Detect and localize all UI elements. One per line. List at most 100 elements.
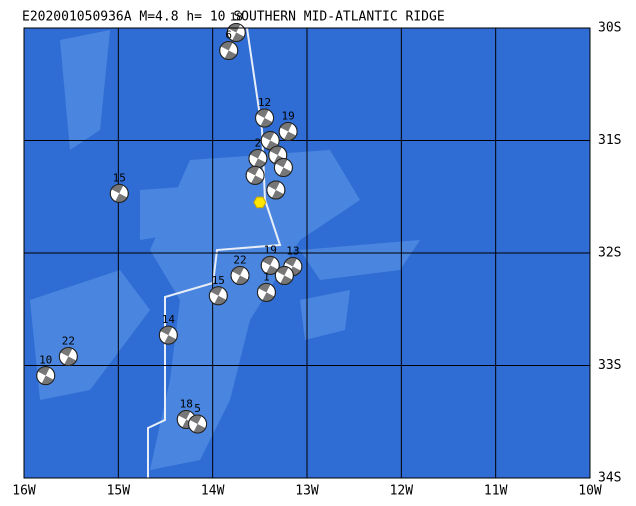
beachball-quadrant — [284, 131, 297, 141]
beachball-quadrant — [284, 257, 297, 267]
epicenter — [253, 196, 267, 209]
beachball-quadrant — [266, 265, 279, 275]
event-label: 18 — [180, 398, 193, 411]
beachball-quadrant — [280, 122, 293, 132]
event-label: 22 — [62, 335, 75, 348]
beachball-quadrant — [193, 424, 206, 434]
lon-tick-label: 15W — [107, 484, 131, 499]
beachball — [273, 158, 293, 177]
beachball-quadrant — [160, 326, 173, 336]
lon-tick-label: 13W — [295, 484, 319, 499]
beachball-quadrant — [262, 292, 275, 302]
beachball-outline — [245, 165, 265, 185]
beachball-outline — [219, 41, 239, 60]
beachball-quadrant — [247, 166, 260, 176]
map-title: E202001050936A M=4.8 h= 10 SOUTHERN MID-… — [22, 10, 445, 25]
beachball — [260, 255, 280, 275]
beachball-quadrant — [280, 275, 293, 285]
beachball-quadrant — [189, 415, 202, 424]
beachball-quadrant — [37, 366, 50, 376]
beachball-quadrant — [220, 41, 233, 51]
beachball — [188, 414, 208, 434]
beachball — [256, 282, 276, 302]
beachball-quadrant — [41, 375, 54, 385]
beachball-outline — [274, 266, 294, 285]
beachball-outline — [188, 414, 208, 434]
beachball-quadrant — [224, 50, 237, 60]
beachball — [278, 122, 298, 141]
lat-tick-label: 33S — [598, 358, 621, 373]
event-label: 14 — [162, 313, 176, 326]
beachball-quadrant — [178, 410, 191, 420]
beachball-quadrant — [232, 266, 245, 276]
beachball — [255, 108, 275, 128]
event-label: 19 — [282, 110, 295, 123]
event-label: 19 — [264, 243, 277, 256]
beachball — [245, 165, 265, 185]
lat-tick-label: 34S — [598, 471, 621, 486]
beachball — [266, 180, 286, 200]
lon-tick-label: 11W — [484, 484, 508, 499]
beachball-quadrant — [249, 149, 263, 159]
beachball-outline — [278, 122, 298, 141]
beachball-outline — [260, 255, 280, 275]
beachball — [219, 41, 239, 60]
event-label: 22 — [233, 254, 246, 267]
beachball-outline — [226, 23, 246, 42]
lon-tick-label: 16W — [12, 484, 36, 499]
beachball-quadrant — [210, 286, 223, 296]
map-frame — [23, 27, 591, 479]
beachball-quadrant — [111, 184, 124, 194]
beachball — [208, 286, 228, 306]
event-label: 6 — [225, 29, 232, 42]
beachball-outline — [266, 180, 286, 200]
event-label: 5 — [194, 402, 201, 415]
event-label: 2 — [255, 137, 262, 150]
beachball — [230, 266, 250, 285]
beachball-quadrant — [60, 347, 73, 357]
beachball-outline — [208, 286, 228, 306]
beachball — [109, 183, 129, 203]
event-label: 10 — [39, 354, 52, 367]
beachball-outline — [273, 158, 293, 177]
beachball-quadrant — [253, 158, 266, 168]
event-label: 13 — [286, 245, 299, 258]
beachball-quadrant — [262, 131, 275, 141]
beachball-quadrant — [271, 190, 284, 199]
beachball-quadrant — [232, 32, 245, 42]
beachball — [36, 366, 56, 386]
beachball-quadrant — [235, 275, 249, 285]
beachball — [248, 149, 268, 168]
beachball-quadrant — [262, 256, 275, 266]
beachball-outline — [36, 366, 56, 386]
event-label: 18 — [230, 11, 243, 24]
beachball-quadrant — [276, 266, 289, 276]
event-label: 15 — [113, 171, 126, 184]
beachball-quadrant — [214, 295, 227, 305]
beachball-quadrant — [275, 158, 288, 168]
lon-tick-label: 14W — [201, 484, 225, 499]
beachball-outline — [230, 266, 250, 285]
beachball — [274, 266, 294, 285]
event-label: 12 — [258, 96, 271, 109]
beachball-quadrant — [115, 193, 128, 203]
beachball-quadrant — [256, 109, 269, 118]
event-label: 15 — [212, 274, 225, 287]
beachball-outline — [109, 183, 129, 203]
beachball-quadrant — [269, 146, 282, 156]
beachball-quadrant — [164, 335, 177, 345]
lat-tick-label: 32S — [598, 246, 621, 261]
beachball — [58, 347, 78, 366]
beachball-quadrant — [258, 283, 271, 293]
beachball-outline — [158, 325, 178, 345]
beachball-quadrant — [267, 181, 280, 190]
lat-tick-label: 30S — [598, 21, 621, 36]
beachball — [158, 325, 178, 345]
beachball-quadrant — [279, 167, 292, 177]
beachball-outline — [255, 108, 275, 128]
beachball-quadrant — [64, 356, 77, 366]
beachball-quadrant — [260, 118, 273, 127]
lat-tick-label: 31S — [598, 133, 621, 148]
beachball-outline — [256, 282, 276, 302]
